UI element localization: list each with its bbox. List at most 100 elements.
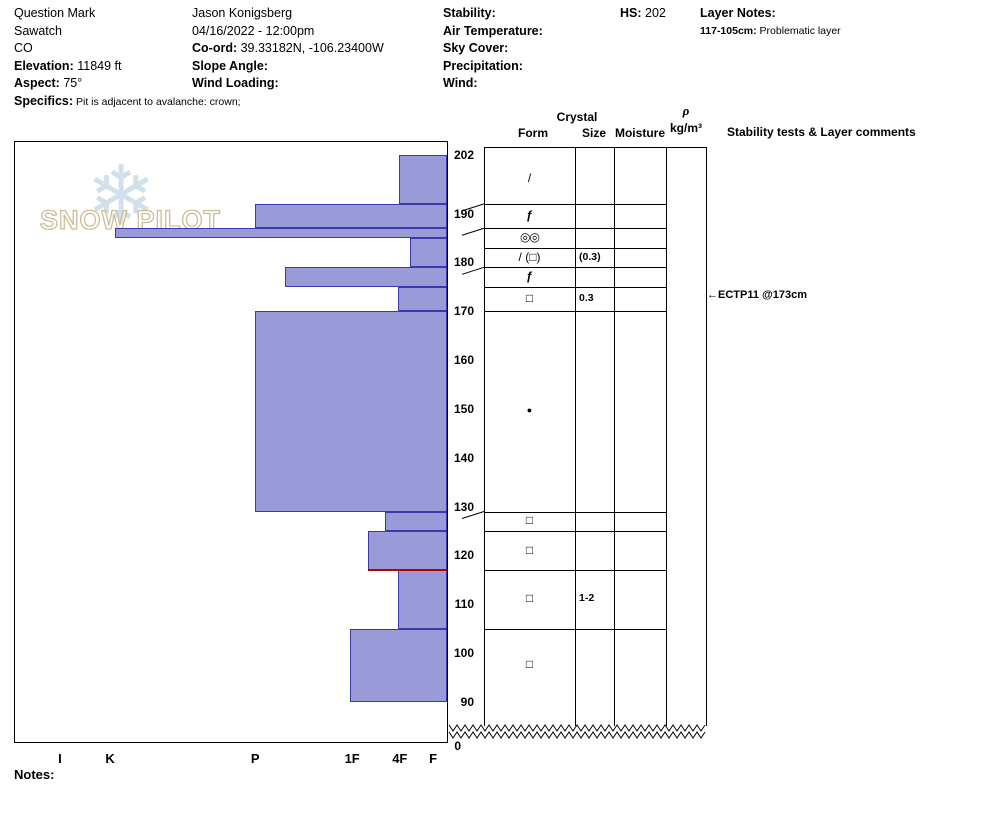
grain-form-symbol: □ bbox=[525, 542, 534, 557]
depth-tick-label: 160 bbox=[453, 353, 474, 368]
stability-tests-header: Stability tests & Layer comments bbox=[727, 125, 916, 139]
density-symbol-header: ρ bbox=[682, 103, 690, 118]
depth-tick-label: 120 bbox=[453, 548, 474, 563]
precipitation-line: Precipitation: bbox=[443, 58, 543, 76]
layer-notes-label: Layer Notes: bbox=[700, 6, 776, 20]
hs-block: HS: 202 bbox=[620, 5, 666, 23]
depth-tick-label: 100 bbox=[453, 646, 474, 661]
depth-tick-label: 140 bbox=[453, 450, 474, 465]
location-block: Question Mark Sawatch CO Elevation: 1184… bbox=[14, 5, 241, 112]
arrow-left-icon: ← bbox=[707, 288, 718, 301]
column-divider bbox=[706, 147, 707, 726]
coord-value: 39.33182N, -106.23400W bbox=[237, 41, 384, 56]
wind-line: Wind: bbox=[443, 75, 543, 93]
grain-form-symbol: ◎◎ bbox=[520, 230, 540, 245]
surface-depth-label: 0 bbox=[454, 739, 461, 753]
hardness-bar bbox=[398, 570, 447, 629]
stability-label: Stability: bbox=[443, 6, 496, 20]
elevation-label: Elevation: bbox=[14, 58, 74, 73]
grain-form-symbol: □ bbox=[525, 591, 534, 606]
hardness-bar bbox=[255, 311, 447, 512]
aspect-line: Aspect: 75° bbox=[14, 75, 241, 93]
hardness-bar bbox=[255, 203, 447, 229]
depth-tick-label: 110 bbox=[454, 597, 474, 612]
grain-form-symbol: ƒ bbox=[526, 208, 533, 223]
depth-tick-label: 180 bbox=[453, 255, 474, 270]
moisture-header: Moisture bbox=[614, 126, 665, 140]
layer-boundary-line bbox=[484, 311, 666, 313]
aspect-label: Aspect: bbox=[14, 76, 60, 91]
table-top-border bbox=[484, 147, 706, 148]
crystal-header: Crystal bbox=[556, 110, 598, 124]
problem-layer-line bbox=[368, 569, 447, 572]
hardness-bar bbox=[398, 286, 447, 312]
conditions-block: Stability: Air Temperature: Sky Cover: P… bbox=[443, 5, 543, 93]
wind-label: Wind: bbox=[443, 76, 478, 91]
precipitation-label: Precipitation: bbox=[443, 58, 523, 73]
specifics-value: Pit is adjacent to avalanche: crown; bbox=[73, 95, 241, 108]
wind-loading-label: Wind Loading: bbox=[192, 76, 279, 91]
hardness-axis-label: P bbox=[250, 751, 260, 766]
air-temperature-label: Air Temperature: bbox=[443, 23, 543, 38]
depth-tick-label: 190 bbox=[453, 206, 474, 221]
layer-boundary-line bbox=[484, 531, 666, 533]
layer-boundary-line bbox=[484, 286, 666, 288]
hardness-bar bbox=[368, 531, 447, 571]
density-unit-header: kg/m³ bbox=[669, 121, 702, 135]
depth-tick-label: 202 bbox=[453, 148, 474, 162]
layer-boundary-line bbox=[484, 247, 666, 249]
grain-form-symbol: □ bbox=[525, 657, 534, 672]
depth-tick-label: 170 bbox=[453, 304, 474, 319]
hardness-bar bbox=[385, 511, 447, 532]
mountain-range: Sawatch bbox=[14, 23, 62, 38]
hardness-axis-label: K bbox=[105, 751, 115, 766]
depth-tick-label: 150 bbox=[453, 401, 474, 416]
coord-line: Co-ord: 39.33182N, -106.23400W bbox=[192, 40, 384, 58]
hs-value: 202 bbox=[641, 6, 666, 20]
grain-form-symbol: □ bbox=[525, 513, 534, 528]
hs-label: HS: bbox=[620, 6, 642, 20]
layer-notes-block: Layer Notes: 117-105cm: Problematic laye… bbox=[700, 5, 841, 40]
grain-form-symbol: ● bbox=[526, 405, 533, 416]
slope-angle-line: Slope Angle: bbox=[192, 58, 384, 76]
layer-boundary-line bbox=[484, 570, 666, 572]
notes-label: Notes: bbox=[14, 767, 55, 782]
column-divider bbox=[575, 147, 576, 726]
stability-test-text: ECTP11 @173cm bbox=[718, 288, 807, 301]
layer-boundary-line bbox=[484, 203, 666, 205]
hardness-axis-label: I bbox=[58, 751, 62, 766]
layer-boundary-line bbox=[484, 628, 666, 630]
pit-name: Question Mark bbox=[14, 6, 96, 20]
observer-name: Jason Konigsberg bbox=[192, 6, 293, 20]
air-temperature-line: Air Temperature: bbox=[443, 23, 543, 41]
slope-angle-label: Slope Angle: bbox=[192, 58, 268, 73]
hardness-axis-label: 4F bbox=[392, 751, 408, 766]
depth-tick-label: 90 bbox=[460, 695, 474, 709]
hardness-axis-label: 1F bbox=[344, 751, 360, 766]
form-header: Form bbox=[518, 126, 548, 140]
layer-note-range: 117-105cm: bbox=[700, 24, 757, 37]
aspect-value: 75° bbox=[59, 76, 83, 91]
grain-size-value: 1-2 bbox=[579, 592, 595, 605]
grain-form-symbol: / bbox=[527, 171, 532, 186]
sky-cover-line: Sky Cover: bbox=[443, 40, 543, 58]
state: CO bbox=[14, 41, 33, 56]
column-divider bbox=[666, 147, 667, 726]
grain-form-symbol: □ bbox=[525, 291, 534, 306]
hardness-bar bbox=[350, 628, 447, 702]
layer-boundary-line bbox=[484, 511, 666, 513]
hardness-bar bbox=[398, 155, 447, 204]
layer-note-text: Problematic layer bbox=[756, 24, 841, 37]
layer-note-item: 117-105cm: Problematic layer bbox=[700, 23, 841, 41]
depth-tick-label: 130 bbox=[453, 499, 474, 514]
snowflake-icon: ❄ bbox=[86, 149, 157, 243]
hardness-axis-label: F bbox=[429, 751, 438, 766]
elevation-line: Elevation: 11849 ft bbox=[14, 58, 241, 76]
grain-form-symbol: ƒ bbox=[526, 269, 533, 284]
column-divider bbox=[614, 147, 615, 726]
column-divider bbox=[484, 147, 485, 726]
layer-boundary-line bbox=[484, 228, 666, 230]
grain-size-value: 0.3 bbox=[579, 292, 594, 305]
layer-boundary-line bbox=[484, 267, 666, 269]
